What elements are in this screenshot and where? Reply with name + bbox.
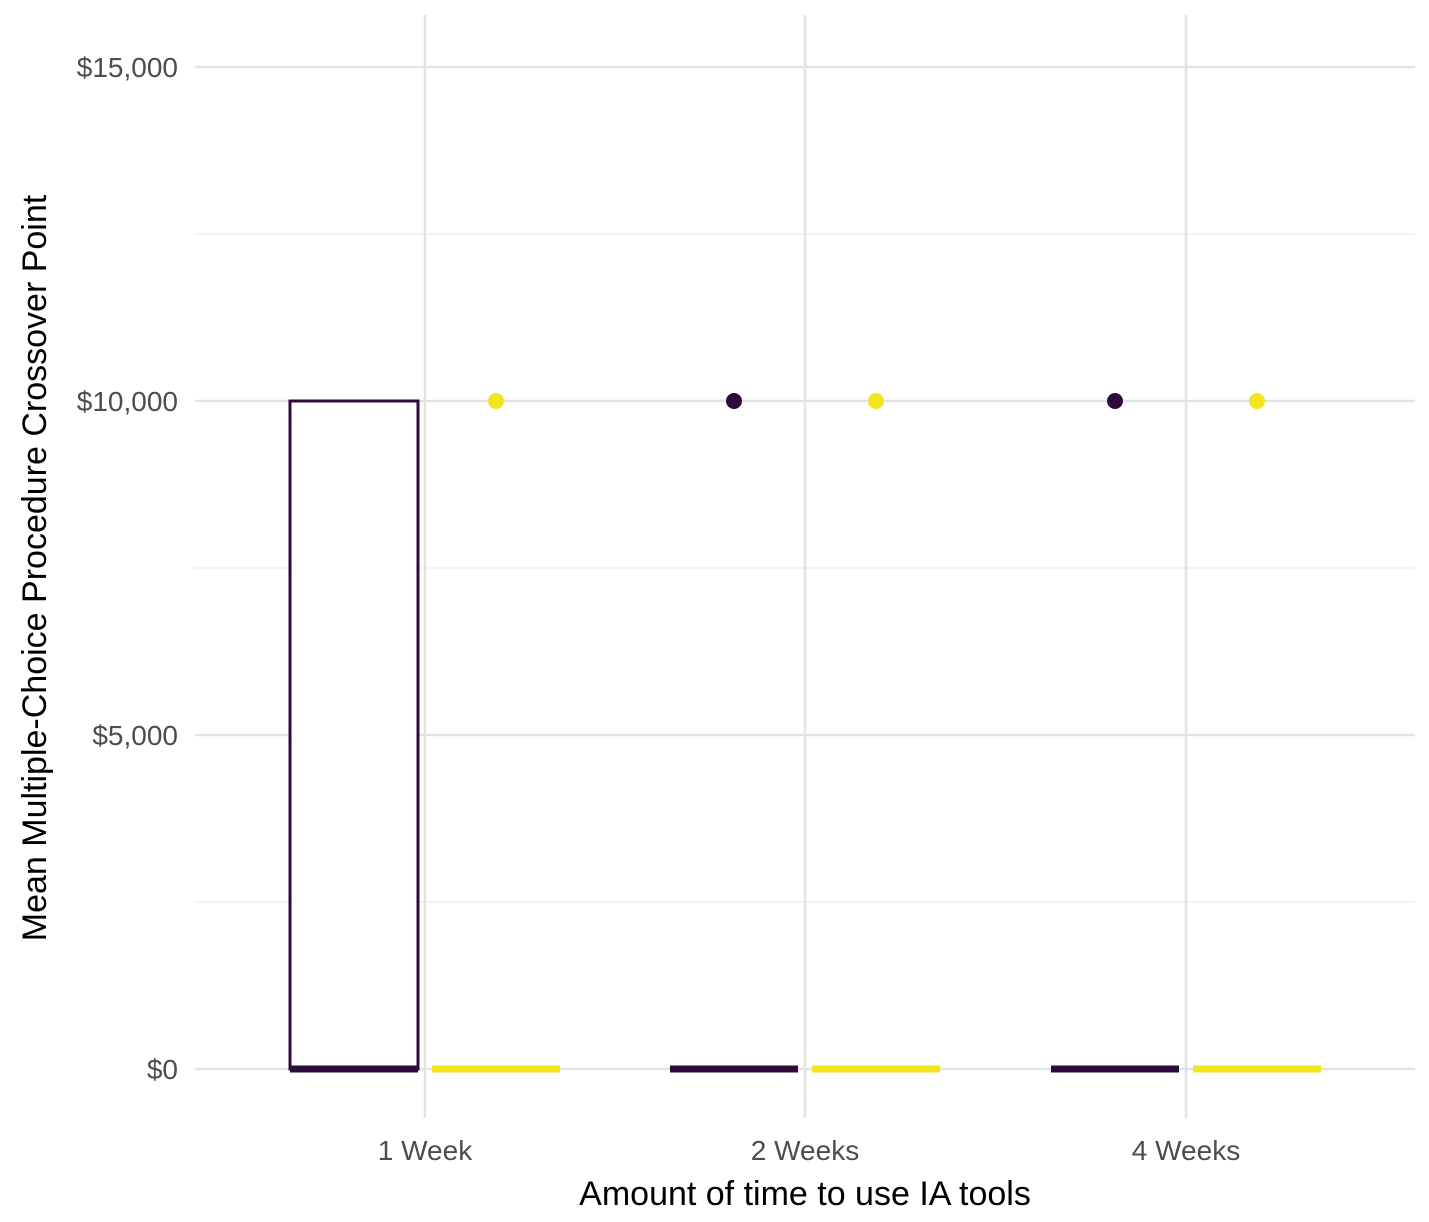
outlier-point: [1249, 393, 1265, 409]
outlier-point: [488, 393, 504, 409]
x-tick-label: 4 Weeks: [1132, 1135, 1240, 1166]
outlier-point: [1107, 393, 1123, 409]
outlier-point: [726, 393, 742, 409]
outlier-point: [868, 393, 884, 409]
y-tick-label: $0: [147, 1054, 178, 1085]
x-axis-ticks: 1 Week 2 Weeks 4 Weeks: [378, 1135, 1240, 1166]
y-axis-ticks: $0 $5,000 $10,000 $15,000: [77, 52, 178, 1085]
y-tick-label: $15,000: [77, 52, 178, 83]
plot-marks: [288, 393, 1321, 1073]
y-tick-label: $5,000: [92, 720, 178, 751]
x-tick-label: 1 Week: [378, 1135, 473, 1166]
x-axis-title: Amount of time to use IA tools: [579, 1175, 1031, 1213]
y-axis-title: Mean Multiple-Choice Procedure Crossover…: [16, 194, 54, 941]
x-tick-label: 2 Weeks: [751, 1135, 859, 1166]
box: [288, 399, 420, 1071]
y-tick-label: $10,000: [77, 386, 178, 417]
